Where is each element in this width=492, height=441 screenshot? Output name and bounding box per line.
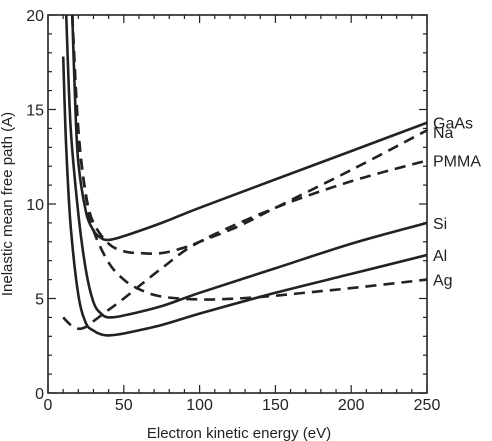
series-label-si: Si (433, 216, 447, 233)
axis-tick-labels: 0 50 100 150 200 250 0 5 10 15 20 (26, 8, 440, 414)
series-line-si (64, 15, 427, 319)
x-tick-label: 200 (338, 397, 365, 414)
axis-ticks (47, 14, 428, 394)
y-tick-label: 15 (26, 103, 44, 120)
y-tick-label: 5 (35, 292, 44, 309)
y-tick-label: 0 (35, 386, 44, 403)
y-tick-label: 20 (26, 8, 44, 25)
series-line-gaas (71, 15, 427, 242)
series-curves (61, 15, 427, 337)
series-line-pmma (62, 159, 427, 331)
series-label-al: Al (433, 248, 447, 265)
series-label-gaas: GaAs (433, 116, 473, 133)
x-tick-label: 100 (186, 397, 213, 414)
series-label-pmma: PMMA (433, 154, 481, 171)
x-tick-label: 250 (414, 397, 441, 414)
x-tick-label: 150 (262, 397, 289, 414)
series-line-al (61, 56, 427, 337)
x-tick-label: 0 (44, 397, 53, 414)
x-axis-label: Electron kinetic energy (eV) (147, 425, 331, 441)
y-axis-label: Inelastic mean free path (A) (0, 112, 16, 296)
series-label-ag: Ag (433, 273, 453, 290)
x-tick-label: 50 (115, 397, 133, 414)
y-tick-label: 10 (26, 197, 44, 214)
series-label-na: Na (433, 125, 454, 142)
